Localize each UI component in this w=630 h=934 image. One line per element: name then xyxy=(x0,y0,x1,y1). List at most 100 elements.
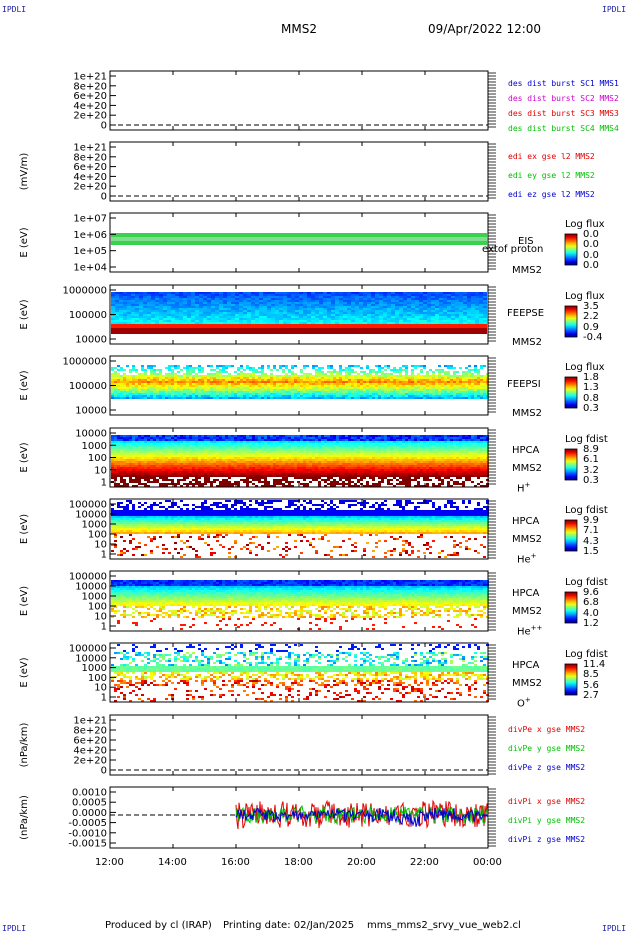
spectro-cell xyxy=(129,465,132,467)
spectro-cell xyxy=(312,395,315,397)
spectro-cell xyxy=(195,381,198,383)
spectro-cell xyxy=(239,314,243,316)
spectro-cell xyxy=(138,473,141,475)
spectro-cell xyxy=(186,447,189,449)
spectro-cell xyxy=(163,302,167,304)
spectro-cell xyxy=(323,318,327,320)
spectro-cell xyxy=(474,377,477,379)
spectro-cell xyxy=(390,375,393,377)
spectro-cell xyxy=(151,300,155,302)
spectro-cell xyxy=(371,314,375,316)
spectro-cell xyxy=(203,314,207,316)
spectro-cell xyxy=(231,298,235,300)
spectro-cell xyxy=(144,479,147,481)
spectro-cell xyxy=(258,379,261,381)
spectro-cell xyxy=(153,451,156,453)
spectro-cell xyxy=(222,379,225,381)
spectro-cell xyxy=(187,300,191,302)
spectro-cell xyxy=(216,395,219,397)
spectro-cell xyxy=(264,373,267,375)
spectro-cell xyxy=(355,292,359,294)
spectro-cell xyxy=(323,298,327,300)
spectro-cell xyxy=(363,371,366,373)
spectro-cell xyxy=(144,371,147,373)
spectro-cell xyxy=(475,294,479,296)
spectro-cell xyxy=(255,326,259,328)
spectro-cell xyxy=(318,397,321,399)
spectro-cell xyxy=(201,475,204,477)
spectro-cell xyxy=(379,324,383,326)
spectro-cell xyxy=(203,328,207,330)
spectro-cell xyxy=(171,322,175,324)
spectro-cell xyxy=(237,381,240,383)
spectro-cell xyxy=(456,371,459,373)
spectro-cell xyxy=(234,397,237,399)
spectro-cell xyxy=(180,471,183,473)
spectro-cell xyxy=(115,312,119,314)
spectro-cell xyxy=(331,328,335,330)
spectro-cell xyxy=(321,383,324,385)
spectro-cell xyxy=(474,393,477,395)
spectro-cell xyxy=(285,393,288,395)
spectro-cell xyxy=(444,387,447,389)
spectro-cell xyxy=(249,391,252,393)
spectro-cell xyxy=(393,397,396,399)
spectro-cell xyxy=(135,467,138,469)
spectro-cell xyxy=(165,435,168,437)
spectro-cell xyxy=(339,298,343,300)
spectro-cell xyxy=(439,328,443,330)
spectro-cell xyxy=(123,473,126,475)
spectro-cell xyxy=(129,383,132,385)
spectro-cell xyxy=(141,435,144,437)
spectro-cell xyxy=(243,292,247,294)
spectro-cell xyxy=(240,383,243,385)
spectro-cell xyxy=(378,365,381,367)
spectro-cell xyxy=(132,473,135,475)
spectro-cell xyxy=(235,332,239,334)
spectro-cell xyxy=(474,397,477,399)
spectro-cell xyxy=(144,393,147,395)
spectro-cell xyxy=(419,320,423,322)
spectro-cell xyxy=(192,473,195,475)
spectro-cell xyxy=(141,439,144,441)
spectro-cell xyxy=(451,296,455,298)
spectro-cell xyxy=(387,385,390,387)
spectro-cell xyxy=(162,381,165,383)
spectro-cell xyxy=(453,385,456,387)
spectro-cell xyxy=(199,322,203,324)
spectro-cell xyxy=(303,318,307,320)
spectro-cell xyxy=(335,298,339,300)
spectro-cell xyxy=(114,437,117,439)
spectro-cell xyxy=(198,387,201,389)
spectro-cell xyxy=(474,381,477,383)
spectro-cell xyxy=(327,298,331,300)
spectro-cell xyxy=(479,308,483,310)
spectro-cell xyxy=(275,302,279,304)
spectro-cell xyxy=(447,395,450,397)
spectro-cell xyxy=(407,328,411,330)
spectro-cell xyxy=(171,310,175,312)
spectro-cell xyxy=(330,391,333,393)
spectro-cell xyxy=(423,320,427,322)
spectro-cell xyxy=(375,377,378,379)
spectro-cell xyxy=(213,475,216,477)
spectro-cell xyxy=(168,369,171,371)
spectro-cell xyxy=(303,375,306,377)
spectro-cell xyxy=(141,381,144,383)
spectro-cell xyxy=(303,383,306,385)
spectro-cell xyxy=(201,469,204,471)
spectro-cell xyxy=(407,322,411,324)
spectro-cell xyxy=(135,292,139,294)
spectro-cell xyxy=(327,389,330,391)
spectro-cell xyxy=(195,441,198,443)
spectro-cell xyxy=(189,451,192,453)
spectro-cell xyxy=(127,294,131,296)
spectro-cell xyxy=(279,294,283,296)
spectro-cell xyxy=(141,477,144,479)
spectro-cell xyxy=(138,439,141,441)
spectro-cell xyxy=(475,300,479,302)
spectro-cell xyxy=(222,445,225,447)
spectro-cell xyxy=(195,459,198,461)
spectro-cell xyxy=(355,300,359,302)
spectro-cell xyxy=(165,479,168,481)
